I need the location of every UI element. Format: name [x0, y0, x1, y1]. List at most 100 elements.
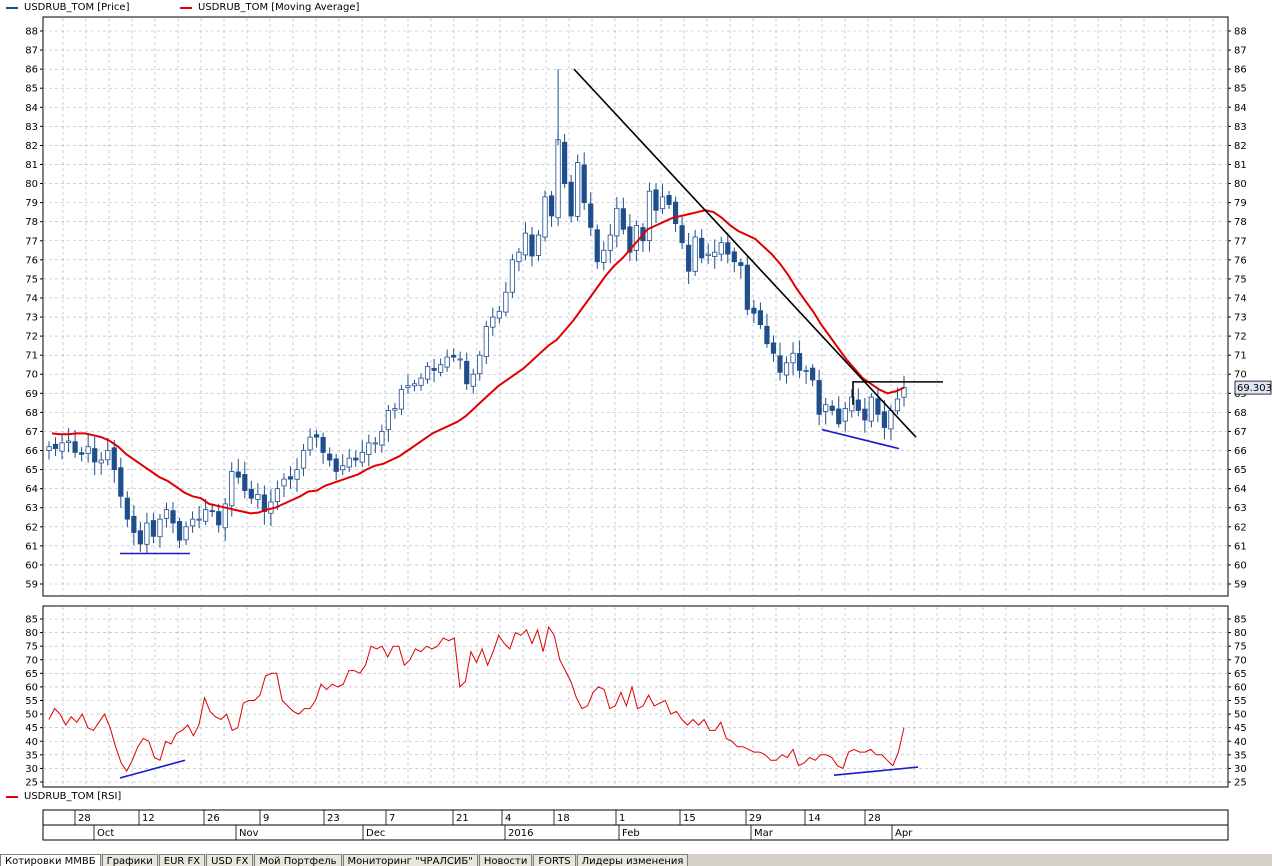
- candle-down: [588, 203, 594, 228]
- candle-down: [686, 244, 692, 272]
- candle-up: [888, 410, 894, 430]
- legend-item-price: USDRUB_TOM [Price]: [6, 2, 129, 13]
- legend-swatch-price: [6, 6, 18, 9]
- candle-up: [542, 196, 548, 238]
- price-panel[interactable]: [42, 16, 1229, 597]
- candle-down: [777, 355, 783, 373]
- candle-down: [72, 441, 78, 453]
- tab-5[interactable]: Мониторинг "ЧРАЛСИБ": [342, 854, 478, 866]
- candle-up: [307, 436, 313, 451]
- rsi-line: [48, 625, 905, 773]
- candle-up: [712, 251, 718, 257]
- price-tick-label-left: 69: [25, 389, 38, 400]
- candle-down: [836, 408, 842, 425]
- last-price-box: [1234, 380, 1272, 395]
- tab-7[interactable]: FORTS: [533, 854, 576, 866]
- candle-down: [627, 226, 633, 253]
- price-tick-label-left: 64: [25, 484, 38, 495]
- price-tick-label-right: 60: [1234, 560, 1247, 571]
- price-tick-label-left: 77: [25, 236, 38, 247]
- candle-down: [209, 510, 215, 513]
- candle-down: [679, 225, 685, 244]
- candle-up: [535, 234, 542, 256]
- candle-up: [411, 383, 418, 387]
- candle-up: [196, 518, 202, 521]
- candle-up: [105, 450, 111, 461]
- candle-down: [150, 520, 157, 537]
- candle-down: [816, 380, 822, 415]
- candle-down: [666, 195, 672, 205]
- x-month-label: Apr: [895, 828, 913, 839]
- candle-up: [868, 396, 874, 422]
- price-tick-label-right: 73: [1234, 313, 1247, 324]
- candle-up: [222, 503, 228, 529]
- rsi-divergence-lines: [119, 759, 919, 779]
- price-tick-label-right: 72: [1234, 332, 1247, 343]
- candle-down: [699, 237, 705, 259]
- legend-swatch-ma: [180, 6, 192, 9]
- candle-up: [392, 408, 398, 411]
- candle-down: [464, 360, 470, 385]
- price-tick-label-left: 61: [25, 541, 38, 552]
- price-candles: [46, 69, 907, 555]
- candle-down: [725, 242, 731, 255]
- tab-4[interactable]: Мой Портфель: [254, 854, 342, 866]
- price-grid: [43, 18, 1228, 595]
- price-legend: USDRUB_TOM [Price] USDRUB_TOM [Moving Av…: [0, 0, 1272, 16]
- candle-down: [176, 521, 183, 541]
- candle-down: [594, 229, 600, 263]
- price-tick-label-left: 68: [25, 408, 38, 419]
- price-tick-label-right: 80: [1234, 179, 1247, 190]
- candle-up: [633, 225, 640, 251]
- rsi-divergence-line-1: [119, 759, 186, 779]
- price-tick-label-right: 82: [1234, 141, 1247, 152]
- candle-down: [248, 488, 254, 499]
- candle-down: [738, 262, 744, 266]
- candle-up: [705, 253, 711, 256]
- tab-8[interactable]: Лидеры изменения: [576, 854, 689, 866]
- price-tick-label-right: 87: [1234, 46, 1247, 57]
- candle-down: [548, 195, 555, 217]
- price-tick-label-right: 88: [1234, 27, 1247, 38]
- candle-up: [659, 196, 666, 210]
- rsi-tick-label-right: 35: [1234, 750, 1247, 761]
- candle-up: [575, 162, 581, 217]
- candle-down: [111, 447, 117, 470]
- candle-up: [894, 398, 901, 412]
- price-tick-label-left: 76: [25, 255, 38, 266]
- candle-down: [327, 453, 333, 461]
- candle-up: [516, 251, 522, 263]
- candle-down: [862, 408, 868, 421]
- candle-up: [496, 310, 502, 319]
- x-axis: 28 12 26 9 23 7 21 4 18 1 15 29 14 28 Oct Nov Dec 2016 Feb…: [42, 809, 1229, 841]
- candle-down: [333, 458, 339, 472]
- rsi-tick-label-right: 65: [1234, 669, 1247, 680]
- rsi-divergence-line-2: [833, 766, 919, 777]
- rsi-panel[interactable]: [42, 605, 1229, 788]
- candle-up: [842, 408, 848, 422]
- price-axis: 59 59 60 60 61 61 62 62 63 63 64 64 65 65 66 66 67 67 68 68…: [25, 27, 1246, 591]
- x-day-label: 12: [142, 813, 155, 824]
- tab-6[interactable]: Новости: [478, 854, 533, 866]
- x-day-label: 18: [557, 813, 570, 824]
- candle-down: [118, 467, 124, 497]
- candle-down: [829, 405, 835, 411]
- legend-swatch-rsi: [6, 795, 18, 798]
- x-day-label: 28: [868, 813, 881, 824]
- legend-label-price: USDRUB_TOM [Price]: [24, 2, 130, 13]
- rsi-legend: USDRUB_TOM [RSI]: [0, 791, 121, 802]
- tab-0[interactable]: Котировки ММВБ: [0, 854, 101, 866]
- rsi-tick-label-left: 45: [25, 723, 38, 734]
- candle-up: [294, 469, 300, 480]
- candle-up: [203, 509, 209, 522]
- last-price-value: 69.303: [1237, 383, 1272, 394]
- tab-1[interactable]: Графики: [101, 854, 158, 866]
- candle-up: [274, 488, 281, 502]
- tab-2[interactable]: EUR FX: [158, 854, 206, 866]
- tab-3[interactable]: USD FX: [206, 854, 254, 866]
- rsi-tick-label-right: 85: [1234, 615, 1247, 626]
- x-axis-labels: 28 12 26 9 23 7 21 4 18 1 15 29 14 28 Oct Nov Dec 2016 Feb…: [74, 810, 913, 840]
- candle-up: [444, 356, 450, 368]
- candle-up: [470, 373, 476, 387]
- rsi-tick-label-right: 70: [1234, 655, 1247, 666]
